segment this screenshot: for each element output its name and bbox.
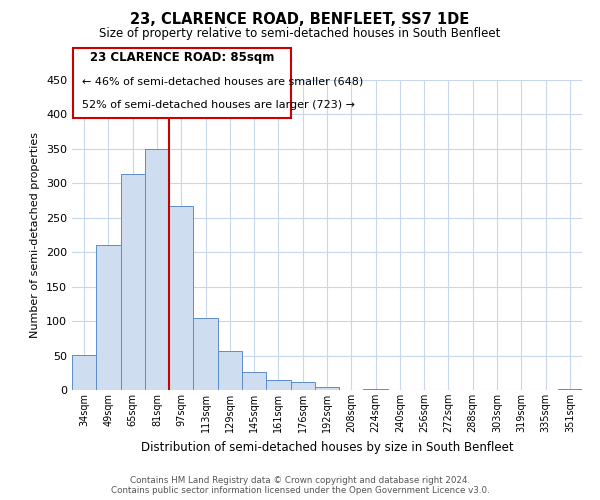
Bar [72,355,96,390]
Bar [266,380,290,390]
Bar [218,352,242,390]
Text: Contains HM Land Registry data © Crown copyright and database right 2024.
Contai: Contains HM Land Registry data © Crown c… [110,476,490,495]
Text: Size of property relative to semi-detached houses in South Benfleet: Size of property relative to semi-detach… [100,28,500,40]
Bar [145,149,169,390]
Bar [364,388,388,390]
Bar [96,244,121,390]
Bar [121,174,145,390]
Text: ← 46% of semi-detached houses are smaller (648): ← 46% of semi-detached houses are smalle… [82,76,364,86]
Bar [315,386,339,390]
X-axis label: Distribution of semi-detached houses by size in South Benfleet: Distribution of semi-detached houses by … [140,440,514,454]
Bar [242,372,266,390]
Text: 52% of semi-detached houses are larger (723) →: 52% of semi-detached houses are larger (… [82,100,355,110]
Bar [290,382,315,390]
Bar [169,206,193,390]
Y-axis label: Number of semi-detached properties: Number of semi-detached properties [31,132,40,338]
Bar [558,388,582,390]
Text: 23, CLARENCE ROAD, BENFLEET, SS7 1DE: 23, CLARENCE ROAD, BENFLEET, SS7 1DE [130,12,470,28]
Text: 23 CLARENCE ROAD: 85sqm: 23 CLARENCE ROAD: 85sqm [90,52,274,64]
Bar [193,318,218,390]
